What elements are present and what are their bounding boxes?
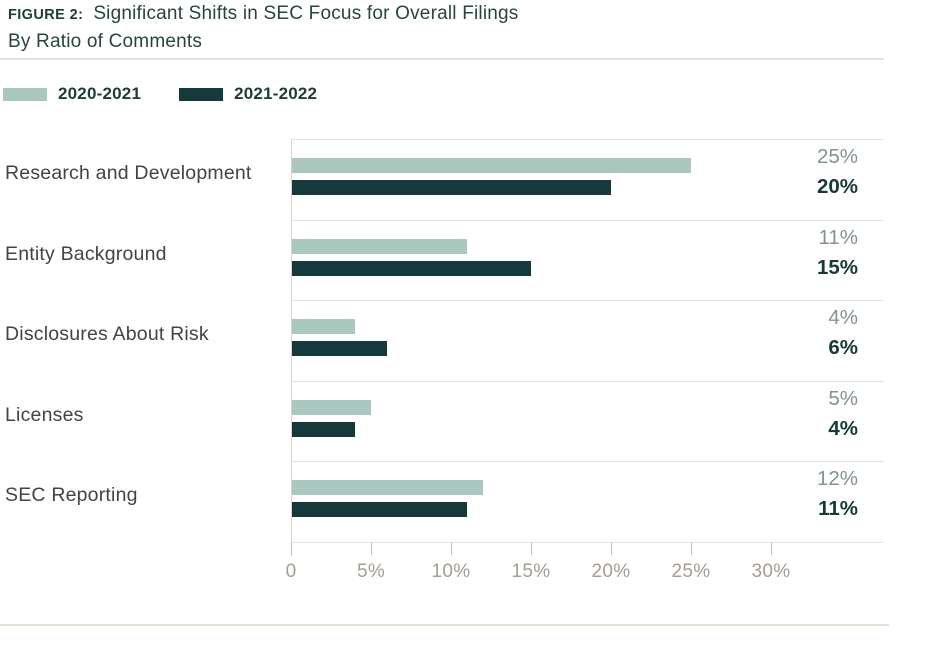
x-axis-tick (371, 542, 372, 555)
value-label-2020-2021: 11% (818, 225, 858, 249)
figure-title-line: FIGURE 2: Significant Shifts in SEC Focu… (8, 3, 519, 25)
x-axis-tick (531, 542, 532, 555)
x-axis-tick-label: 20% (591, 561, 631, 582)
x-axis-tick-label: 10% (431, 561, 471, 582)
gridline (291, 461, 884, 462)
bar-2021-2022 (291, 341, 387, 356)
legend-swatch-2020-2021-icon (3, 87, 47, 101)
chart-row: Disclosures About Risk 4% 6% (0, 300, 945, 381)
chart-row: Research and Development 25% 20% (0, 139, 945, 220)
x-axis-tick (291, 542, 292, 555)
top-divider (0, 58, 884, 60)
value-label-2021-2022: 15% (816, 255, 858, 279)
bar-2020-2021 (291, 399, 371, 415)
value-label-2020-2021: 25% (816, 145, 858, 168)
x-axis-tick-label: 15% (511, 561, 551, 582)
bar-2020-2021 (291, 158, 691, 173)
x-axis-tick (691, 542, 692, 555)
gridline (291, 380, 884, 382)
x-axis-tick (771, 542, 772, 555)
x-axis-tick (451, 542, 452, 555)
x-axis-tick-label: 0 (285, 561, 297, 582)
value-label-2021-2022: 4% (828, 416, 858, 440)
chart-row: SEC Reporting 12% 11% (0, 461, 945, 542)
value-label-2021-2022: 6% (828, 336, 858, 359)
legend-item-2021-2022: 2021-2022 (179, 84, 317, 104)
legend-label-2020-2021: 2020-2021 (58, 84, 142, 103)
value-label-2020-2021: 12% (816, 467, 858, 490)
value-label-2020-2021: 4% (828, 306, 858, 329)
bar-2021-2022 (291, 502, 467, 517)
chart-row: Licenses 5% 4% (0, 381, 945, 462)
chart-legend: 2020-2021 2021-2022 (3, 84, 317, 104)
figure-label: FIGURE 2: (8, 7, 84, 23)
category-label: Disclosures About Risk (5, 323, 209, 345)
x-axis-tick (611, 542, 612, 555)
chart-row: Entity Background 11% 15% (0, 220, 945, 301)
bar-2021-2022 (291, 180, 611, 195)
legend-item-2020-2021: 2020-2021 (3, 84, 141, 104)
value-label-2021-2022: 11% (818, 497, 858, 520)
gridline (291, 300, 884, 301)
gridline (291, 139, 884, 140)
figure-title: Significant Shifts in SEC Focus for Over… (93, 3, 519, 24)
x-axis-tick-label: 25% (671, 561, 711, 582)
gridline (291, 541, 884, 543)
value-label-2021-2022: 20% (816, 175, 858, 198)
x-axis-tick-label: 5% (356, 561, 386, 582)
figure-header: FIGURE 2: Significant Shifts in SEC Focu… (8, 3, 519, 53)
bar-2020-2021 (291, 319, 355, 334)
category-label: Licenses (5, 403, 84, 426)
category-label: Research and Development (5, 162, 252, 184)
y-axis-line (291, 139, 292, 556)
legend-swatch-2021-2022-icon (179, 87, 224, 101)
category-label: Entity Background (5, 242, 167, 265)
figure-subtitle: By Ratio of Comments (8, 31, 203, 52)
bar-2020-2021 (291, 238, 467, 254)
bar-2021-2022 (291, 260, 531, 276)
x-axis-tick-label: 30% (751, 561, 791, 582)
gridline (291, 219, 884, 221)
value-label-2020-2021: 5% (828, 386, 858, 410)
bottom-divider (0, 624, 889, 626)
category-label: SEC Reporting (5, 484, 138, 506)
bar-2021-2022 (291, 421, 355, 437)
legend-label-2021-2022: 2021-2022 (234, 84, 318, 103)
bar-2020-2021 (291, 480, 483, 495)
bar-chart: Research and Development 25% 20% Entity … (0, 139, 945, 543)
